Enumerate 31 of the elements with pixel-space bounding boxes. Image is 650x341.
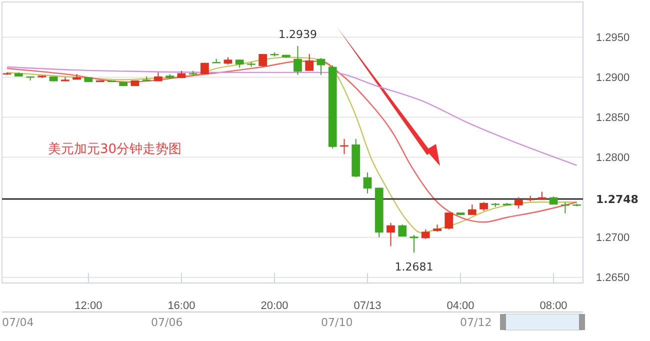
text: 07/12 <box>460 316 492 329</box>
x-tick-label: 08:00 <box>540 300 568 312</box>
x-tick-label: 07/13 <box>354 300 382 312</box>
candlestick <box>305 54 314 72</box>
annotation: 1.2939 <box>278 28 317 42</box>
text: 07/10 <box>321 316 353 329</box>
text: 07/06 <box>151 316 183 329</box>
text: 07/04 <box>2 316 34 329</box>
y-tick-label: 1.2650 <box>596 272 630 284</box>
annotation: 1.2681 <box>394 260 434 274</box>
candlestick <box>468 204 476 216</box>
y-tick-label: 1.2850 <box>596 112 630 124</box>
y-tick-label: 1.2700 <box>596 232 630 244</box>
x-tick-label: 04:00 <box>446 300 474 312</box>
candlestick <box>514 196 523 210</box>
x-tick-label: 20:00 <box>260 300 288 312</box>
candlestick <box>398 224 407 238</box>
candlestick <box>386 222 395 247</box>
x-tick-label: 16:00 <box>168 300 196 312</box>
candlestick <box>294 46 302 76</box>
candlestick <box>421 228 430 240</box>
candlestick <box>316 58 326 76</box>
y-tick-label: 1.2800 <box>596 152 630 164</box>
y-tick-label: 1.2900 <box>596 72 630 84</box>
candlestick <box>444 212 454 230</box>
candlestick <box>258 54 268 68</box>
candlestick <box>363 172 372 194</box>
y-tick-label: 1.2950 <box>596 32 630 44</box>
x-tick-label: 12:00 <box>74 300 102 312</box>
ref-line-label: 1.2748 <box>596 192 638 206</box>
text: 美元加元30分钟走势图 <box>48 141 182 157</box>
